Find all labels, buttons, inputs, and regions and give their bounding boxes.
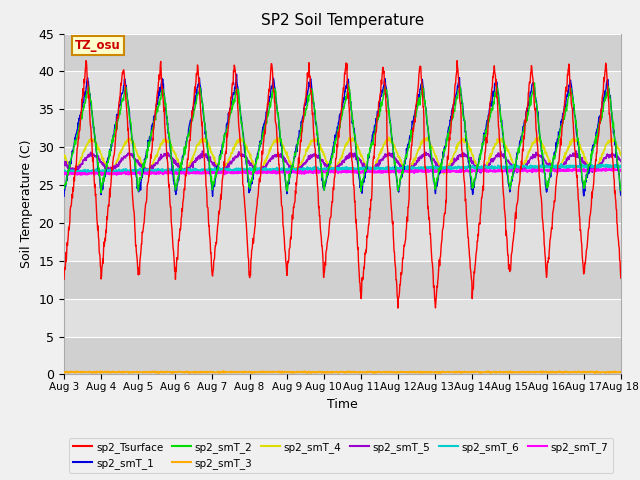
- Legend: sp2_Tsurface, sp2_smT_1, sp2_smT_2, sp2_smT_3, sp2_smT_4, sp2_smT_5, sp2_smT_6, : sp2_Tsurface, sp2_smT_1, sp2_smT_2, sp2_…: [69, 438, 612, 473]
- Bar: [64, 336, 621, 374]
- Bar: [64, 109, 621, 147]
- Y-axis label: Soil Temperature (C): Soil Temperature (C): [20, 140, 33, 268]
- Title: SP2 Soil Temperature: SP2 Soil Temperature: [260, 13, 424, 28]
- Bar: [64, 34, 621, 72]
- Bar: [64, 223, 621, 261]
- Bar: [64, 261, 621, 299]
- Bar: [64, 185, 621, 223]
- Text: TZ_osu: TZ_osu: [75, 39, 121, 52]
- X-axis label: Time: Time: [327, 397, 358, 410]
- Bar: [64, 299, 621, 336]
- Bar: [64, 147, 621, 185]
- Bar: [64, 72, 621, 109]
